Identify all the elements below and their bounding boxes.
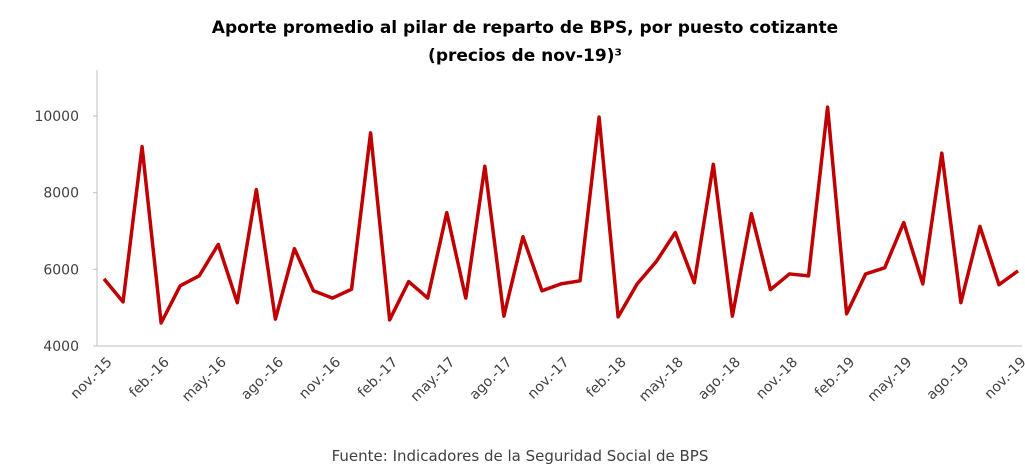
x-tick-label: nov.-17: [525, 354, 573, 402]
x-tick-label: feb.-18: [583, 354, 629, 400]
x-tick-label: nov.-19: [982, 354, 1025, 402]
x-tick-label: ago.-16: [238, 354, 287, 403]
x-tick-label: ago.-19: [924, 354, 973, 403]
y-tick-label: 4000: [43, 339, 79, 355]
x-tick-label: feb.-16: [126, 354, 173, 401]
x-tick-label: ago.-18: [695, 354, 744, 403]
x-tick-label: nov.-18: [753, 354, 801, 402]
chart-subtitle: (precios de nov-19)³: [428, 46, 622, 66]
x-tick-label: nov.-16: [296, 354, 344, 402]
series-line: [102, 105, 1020, 325]
x-tick-label: may.-18: [636, 354, 687, 405]
chart-title: Aporte promedio al pilar de reparto de B…: [212, 18, 838, 38]
x-tick-label: may.-19: [865, 354, 916, 405]
x-tick-label: feb.-19: [812, 354, 858, 400]
x-tick-label: may.-16: [179, 354, 230, 405]
y-tick-label: 10000: [34, 109, 79, 125]
y-tick-label: 8000: [43, 186, 79, 202]
y-tick-label: 6000: [43, 262, 79, 278]
x-tick-label: may.-17: [408, 354, 459, 405]
x-tick-label: feb.-17: [355, 354, 401, 400]
source-note: Fuente: Indicadores de la Seguridad Soci…: [332, 447, 709, 465]
x-tick-label: ago.-17: [467, 354, 516, 403]
x-tick-label: nov.-15: [68, 354, 116, 402]
